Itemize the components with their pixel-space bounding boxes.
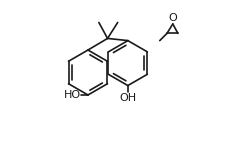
Text: O: O [168,13,177,23]
Text: HO: HO [64,90,81,100]
Text: OH: OH [119,93,136,103]
